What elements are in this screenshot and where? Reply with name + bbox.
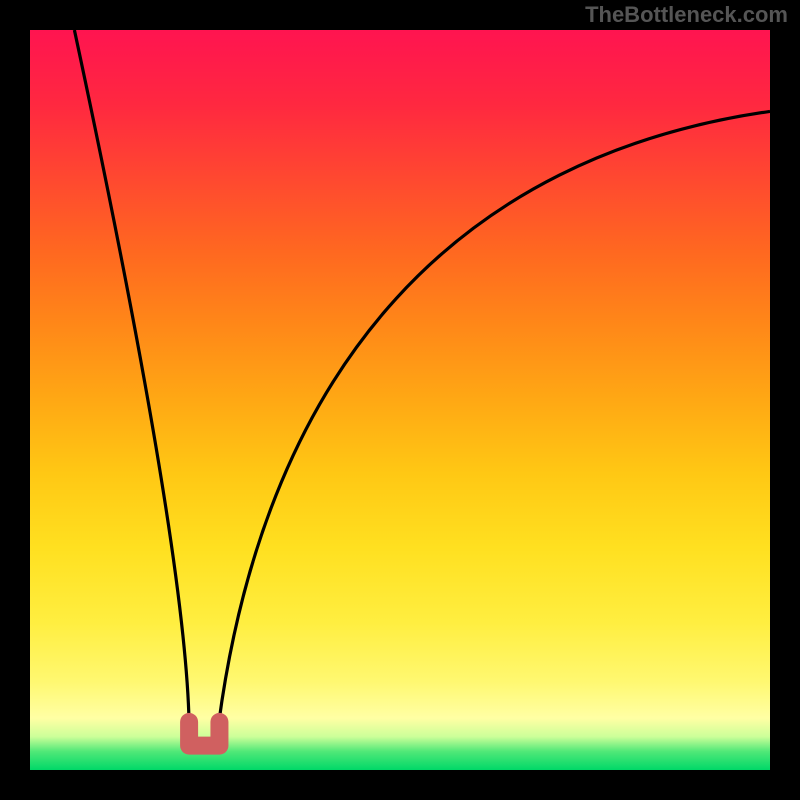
watermark-text: TheBottleneck.com	[585, 2, 788, 28]
chart-container: TheBottleneck.com	[0, 0, 800, 800]
curve-layer	[30, 30, 770, 770]
optimal-marker	[189, 722, 219, 746]
right-curve	[219, 111, 770, 723]
plot-area	[30, 30, 770, 770]
left-curve	[74, 30, 189, 723]
